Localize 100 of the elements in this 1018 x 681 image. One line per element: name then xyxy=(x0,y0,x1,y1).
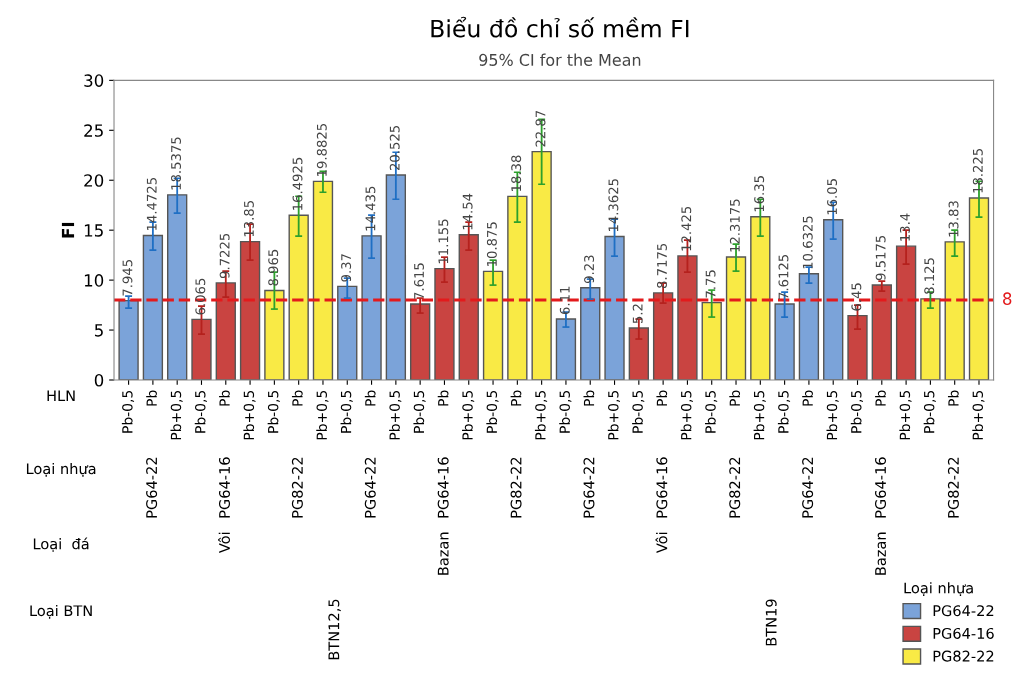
x-tick-label: Pb+0,5 xyxy=(389,390,402,440)
x-tick-label: Pb xyxy=(729,390,741,406)
text: PG64-22 xyxy=(364,457,376,518)
x-tick-label: Pb-0,5 xyxy=(340,390,353,433)
data-label: 7.945 xyxy=(122,260,133,296)
text: Loại BTN xyxy=(30,604,92,619)
data-label: 16.35 xyxy=(754,176,765,212)
text: Vôi xyxy=(655,532,668,554)
text: BTN19 xyxy=(765,599,777,646)
data-label: 18.225 xyxy=(972,148,983,193)
data-label: 13.4 xyxy=(899,213,910,241)
data-label: 6.11 xyxy=(559,286,570,315)
y-tick-label: 20 xyxy=(84,174,104,187)
x-tick-label: Pb+0,5 xyxy=(534,390,548,440)
data-label: 18.38 xyxy=(511,155,522,191)
text: Bazan xyxy=(437,532,449,575)
data-label: 19.8825 xyxy=(316,124,327,176)
text: PG64-16 xyxy=(875,457,887,518)
text: PG64-16 xyxy=(656,457,668,518)
legend-label: PG82-22 xyxy=(933,650,994,662)
x-axis-title: HLN xyxy=(47,390,75,402)
text: Vôi xyxy=(218,532,231,554)
text: PG82-22 xyxy=(510,457,522,518)
text: PG64-22 xyxy=(802,457,814,518)
chart-subtitle: 95% CI for the Mean xyxy=(479,53,641,66)
data-label: 16.05 xyxy=(827,179,838,215)
text: PG64-16 xyxy=(437,457,449,518)
x-tick-label: Pb xyxy=(291,390,303,406)
x-tick-label: Pb+0,5 xyxy=(753,390,766,440)
data-label: 8.125 xyxy=(924,258,935,294)
x-tick-label: Pb-0,5 xyxy=(923,390,936,433)
x-tick-label: Pb-0,5 xyxy=(267,390,280,433)
data-label: 10.875 xyxy=(486,222,497,266)
data-label: 6.45 xyxy=(851,283,862,311)
data-label: 12.425 xyxy=(681,206,692,251)
data-label: 5.2 xyxy=(632,304,643,324)
legend-label: PG64-16 xyxy=(933,627,994,639)
data-label: 12.3175 xyxy=(729,199,740,252)
y-tick-label: 25 xyxy=(84,124,103,137)
data-label: 9.23 xyxy=(584,255,595,283)
x-tick-label: Pb-0,5 xyxy=(777,390,791,433)
y-tick-label: 15 xyxy=(84,224,103,237)
data-label: 16.4925 xyxy=(292,157,303,210)
data-label: 14.435 xyxy=(365,186,376,231)
x-tick-label: Pb xyxy=(510,390,522,406)
data-label: 7.6125 xyxy=(778,254,789,299)
x-tick-label: Pb-0,5 xyxy=(705,390,718,433)
x-tick-label: Pb+0,5 xyxy=(826,390,839,440)
x-tick-label: Pb-0,5 xyxy=(559,390,572,433)
data-label: 13.85 xyxy=(243,201,254,237)
x-tick-label: Pb xyxy=(583,390,595,406)
text: Loại đá xyxy=(33,537,89,552)
x-tick-label: Pb xyxy=(219,390,230,406)
data-label: 14.54 xyxy=(462,193,473,230)
data-label: 7.75 xyxy=(705,270,716,298)
x-tick-label: Pb-0,5 xyxy=(486,390,499,433)
text: Loại nhựa xyxy=(26,462,96,477)
x-tick-label: Pb xyxy=(656,390,668,406)
x-tick-label: Pb-0,5 xyxy=(413,390,426,433)
data-label: 22.87 xyxy=(535,110,546,147)
x-tick-label: Pb+0,5 xyxy=(462,390,475,440)
x-tick-label: Pb+0,5 xyxy=(316,390,329,440)
x-tick-label: Pb xyxy=(947,390,959,406)
x-tick-label: Pb-0,5 xyxy=(121,390,135,433)
data-label: 7.615 xyxy=(414,263,424,299)
x-tick-label: Pb xyxy=(875,390,886,406)
data-label: 6.065 xyxy=(195,278,206,315)
data-label: 10.6325 xyxy=(802,216,813,269)
x-tick-label: Pb-0,5 xyxy=(850,390,863,433)
x-tick-label: Pb+0,5 xyxy=(243,390,256,440)
data-label: 8.965 xyxy=(268,249,279,286)
data-label: 14.4725 xyxy=(146,178,157,230)
text: PG64-22 xyxy=(583,457,595,518)
data-label: 20.525 xyxy=(389,125,400,171)
legend-title: Loại nhựa xyxy=(904,582,973,596)
text: Bazan xyxy=(875,532,887,575)
data-label: 18.5375 xyxy=(171,137,182,190)
y-axis-title: FI xyxy=(61,222,75,238)
text: PG82-22 xyxy=(291,457,303,518)
data-label: 11.155 xyxy=(438,219,449,264)
x-tick-label: Pb-0,5 xyxy=(632,390,645,433)
x-tick-label: Pb xyxy=(364,390,376,406)
text: BTN12,5 xyxy=(328,599,341,660)
y-tick-label: 30 xyxy=(84,74,104,87)
x-tick-label: Pb+0,5 xyxy=(607,390,620,440)
x-tick-label: Pb+0,5 xyxy=(170,390,183,440)
data-label: 14.3625 xyxy=(608,179,619,232)
x-tick-label: Pb+0,5 xyxy=(680,390,693,440)
data-label: 9.7225 xyxy=(219,233,230,279)
data-label: 8.7175 xyxy=(656,243,667,289)
chart-title: Biểu đồ chỉ số mềm FI xyxy=(431,16,689,38)
text: PG64-16 xyxy=(218,457,231,518)
text: PG82-22 xyxy=(729,457,741,518)
text: PG82-22 xyxy=(947,457,959,518)
data-label: 13.83 xyxy=(948,201,959,237)
x-tick-label: Pb+0,5 xyxy=(972,390,985,440)
legend-label: PG64-22 xyxy=(933,605,994,617)
x-tick-label: Pb-0,5 xyxy=(194,390,207,433)
y-tick-label: 5 xyxy=(94,324,103,337)
ref-line-label: 8 xyxy=(1003,292,1012,305)
